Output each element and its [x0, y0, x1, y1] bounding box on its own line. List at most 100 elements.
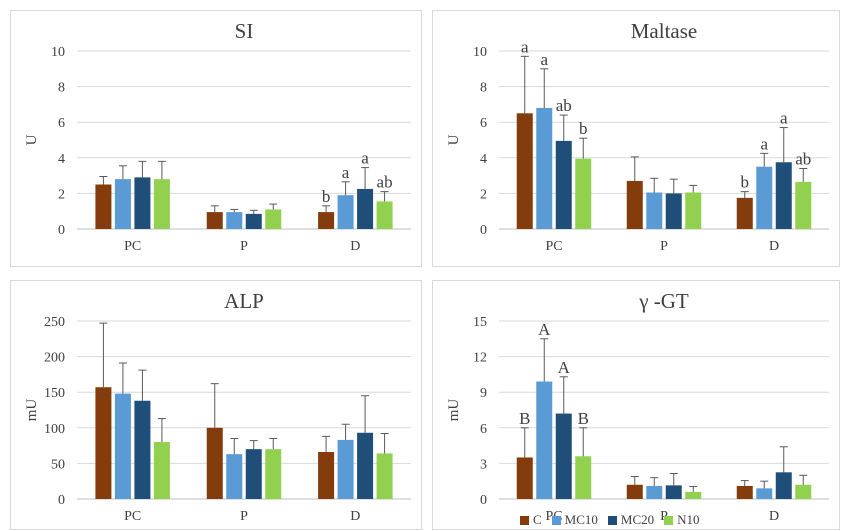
bar	[736, 485, 753, 499]
x-tick-label: D	[350, 239, 360, 254]
y-axis-label: mU	[446, 399, 462, 422]
bar	[337, 195, 354, 229]
y-tick-label: 10	[473, 45, 487, 60]
chart-title: γ -GT	[638, 289, 689, 313]
legend-swatch-mc10	[551, 515, 561, 525]
bar	[516, 113, 533, 229]
y-tick-label: 200	[44, 351, 65, 366]
bar	[153, 179, 170, 229]
x-tick-label: P	[660, 509, 668, 524]
y-tick-label: 8	[58, 81, 65, 96]
bar	[95, 387, 112, 499]
bar	[134, 177, 151, 229]
y-tick-label: 8	[480, 81, 487, 96]
bar	[795, 484, 812, 499]
legend-swatch-n10	[664, 515, 674, 525]
bar	[337, 439, 354, 499]
bar	[685, 491, 702, 499]
bar	[646, 192, 663, 229]
chart-panel-ggt: γ -GTmU03691215PCBAABPD	[432, 280, 840, 530]
bar	[736, 197, 753, 229]
legend-swatch-mc20	[607, 515, 617, 525]
significance-label: B	[519, 409, 530, 428]
y-tick-label: 3	[480, 457, 487, 472]
bar	[555, 140, 572, 229]
x-tick-label: PC	[124, 509, 141, 524]
y-tick-label: 6	[58, 116, 65, 131]
bar	[376, 201, 393, 229]
x-tick-label: D	[769, 239, 779, 254]
legend-swatch-c	[520, 515, 529, 525]
significance-label: B	[578, 409, 589, 428]
y-tick-label: 4	[58, 152, 65, 167]
bar	[575, 158, 592, 229]
bar	[646, 485, 663, 499]
y-tick-label: 2	[480, 187, 487, 202]
bar	[575, 456, 592, 499]
bar	[265, 209, 282, 229]
y-tick-label: 150	[44, 386, 65, 401]
y-axis-label: U	[446, 134, 462, 145]
bar	[265, 449, 282, 499]
bar	[245, 213, 262, 229]
bar	[775, 472, 792, 499]
bar	[756, 166, 773, 229]
significance-label: ab	[556, 96, 572, 115]
chart-title: SI	[235, 19, 254, 43]
y-tick-label: 0	[58, 223, 65, 238]
bar	[95, 184, 112, 229]
x-tick-label: PC	[124, 239, 141, 254]
significance-label: b	[741, 173, 750, 192]
significance-label: A	[538, 320, 551, 339]
legend-item-n10: N10	[664, 512, 700, 528]
y-tick-label: 10	[51, 45, 65, 60]
bar	[516, 457, 533, 499]
bar	[536, 381, 553, 499]
y-tick-label: 4	[480, 152, 487, 167]
bar	[555, 413, 572, 499]
significance-label: a	[780, 109, 788, 128]
y-tick-label: 12	[473, 351, 487, 366]
x-tick-label: P	[240, 509, 248, 524]
bar	[318, 212, 335, 229]
significance-label: b	[322, 187, 331, 206]
significance-label: a	[342, 163, 350, 182]
y-tick-label: 50	[51, 457, 65, 472]
significance-label: a	[361, 149, 369, 168]
alp-chart: ALP mU 0 50 100 150 200 250 PC P D	[24, 289, 411, 524]
y-axis-label: U	[24, 134, 40, 145]
y-tick-label: 2	[58, 187, 65, 202]
bar	[665, 193, 682, 229]
significance-label: b	[579, 119, 588, 138]
bar	[795, 181, 812, 229]
bar	[206, 427, 223, 499]
x-tick-label: D	[350, 509, 360, 524]
y-tick-label: 0	[480, 493, 487, 508]
bar	[245, 449, 262, 499]
bar	[376, 453, 393, 499]
legend-item-c: C	[520, 512, 542, 528]
bar	[665, 485, 682, 499]
y-tick-label: 15	[473, 315, 487, 330]
bar	[134, 400, 151, 499]
significance-label: ab	[377, 173, 393, 192]
legend-label-mc20: MC20	[620, 512, 655, 527]
bar	[536, 107, 553, 229]
x-tick-label: PC	[545, 239, 562, 254]
bar	[357, 432, 374, 499]
significance-label: a	[540, 50, 548, 69]
bar	[685, 192, 702, 229]
legend-label-c: C	[533, 512, 542, 527]
bar	[318, 452, 335, 499]
bar	[114, 393, 131, 499]
bar	[626, 484, 643, 499]
x-tick-label: P	[240, 239, 248, 254]
x-tick-label: D	[769, 509, 779, 524]
bar	[114, 179, 131, 229]
y-tick-label: 6	[480, 116, 487, 131]
bar	[626, 180, 643, 229]
y-tick-label: 6	[480, 422, 487, 437]
